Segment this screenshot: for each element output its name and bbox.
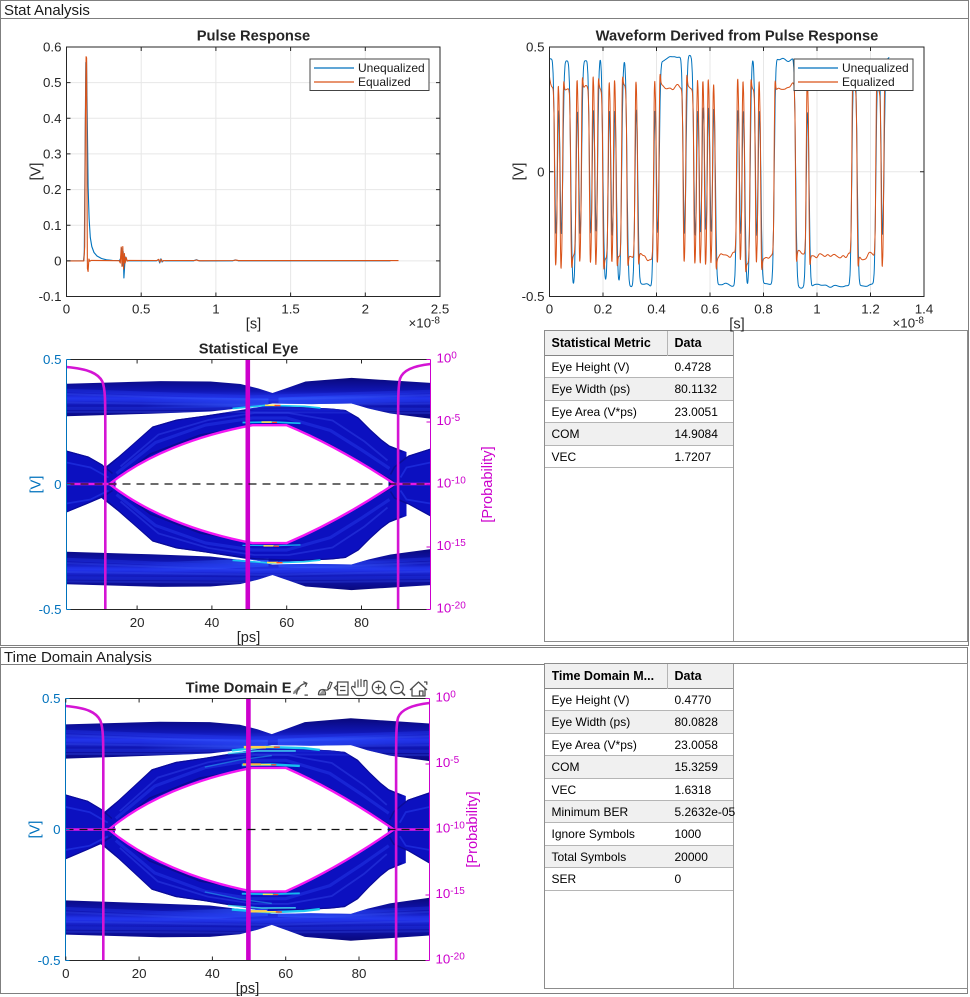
svg-text:0: 0 [63,302,70,317]
svg-text:[s]: [s] [729,317,744,333]
svg-text:100: 100 [437,351,458,366]
svg-text:-0.5: -0.5 [39,602,62,617]
svg-text:1: 1 [813,302,820,317]
svg-text:-0.1: -0.1 [39,289,62,304]
svg-text:×10-8: ×10-8 [893,316,925,331]
svg-text:0.2: 0.2 [43,182,62,197]
svg-text:10-10: 10-10 [437,476,467,491]
svg-text:10-15: 10-15 [437,538,467,553]
svg-text:Statistical Eye: Statistical Eye [199,342,299,358]
svg-text:1.4: 1.4 [915,302,934,317]
svg-text:40: 40 [205,966,220,981]
svg-text:20: 20 [132,966,147,981]
svg-text:10-20: 10-20 [437,601,467,616]
svg-text:Equalized: Equalized [358,75,411,89]
svg-text:10-15: 10-15 [436,886,466,901]
svg-text:1.5: 1.5 [281,302,300,317]
svg-text:40: 40 [205,615,220,630]
svg-text:10-5: 10-5 [436,755,460,770]
svg-text:80: 80 [352,966,367,981]
svg-text:[Probability]: [Probability] [480,446,496,522]
svg-text:1: 1 [212,302,219,317]
svg-text:[ps]: [ps] [236,981,260,997]
svg-text:0: 0 [537,164,544,179]
svg-text:Equalized: Equalized [842,75,895,89]
svg-text:0.5: 0.5 [43,352,62,367]
svg-text:0.6: 0.6 [43,40,62,55]
svg-text:0.5: 0.5 [42,691,61,706]
svg-text:10-5: 10-5 [437,413,461,428]
svg-text:0.3: 0.3 [43,147,62,162]
svg-text:10-10: 10-10 [436,821,466,836]
svg-text:0.1: 0.1 [43,218,62,233]
svg-text:80: 80 [354,615,369,630]
svg-text:0.4: 0.4 [647,302,666,317]
svg-text:2.5: 2.5 [431,302,450,317]
svg-text:Pulse Response: Pulse Response [197,29,310,45]
svg-text:[ps]: [ps] [237,630,261,646]
svg-text:10-20: 10-20 [436,952,466,967]
svg-text:Time Domain E: Time Domain E [186,681,292,697]
svg-text:60: 60 [279,615,294,630]
svg-text:0.4: 0.4 [43,111,62,126]
svg-text:[V]: [V] [29,163,45,181]
svg-text:0: 0 [54,477,61,492]
svg-text:Unequalized: Unequalized [358,61,425,75]
svg-text:2: 2 [362,302,369,317]
svg-text:100: 100 [436,690,457,705]
svg-text:[Probability]: [Probability] [465,791,481,867]
svg-text:-0.5: -0.5 [522,289,545,304]
svg-text:-0.5: -0.5 [38,953,61,968]
svg-text:[V]: [V] [28,821,44,839]
svg-text:0.5: 0.5 [43,75,62,90]
svg-text:1.2: 1.2 [861,302,880,317]
svg-text:0: 0 [54,254,61,269]
svg-text:20: 20 [130,615,145,630]
svg-text:0.6: 0.6 [701,302,720,317]
svg-text:[V]: [V] [512,163,528,181]
svg-text:[V]: [V] [29,476,45,494]
svg-text:0.5: 0.5 [132,302,151,317]
svg-text:0: 0 [62,966,69,981]
svg-text:60: 60 [278,966,293,981]
svg-text:0: 0 [546,302,553,317]
svg-text:Unequalized: Unequalized [842,61,909,75]
svg-text:[s]: [s] [246,317,261,333]
svg-text:0.2: 0.2 [594,302,613,317]
svg-text:0.5: 0.5 [526,40,545,55]
svg-text:Waveform Derived from Pulse Re: Waveform Derived from Pulse Response [596,29,879,45]
svg-text:×10-8: ×10-8 [409,316,441,331]
svg-text:0.8: 0.8 [754,302,773,317]
svg-text:0: 0 [53,822,60,837]
